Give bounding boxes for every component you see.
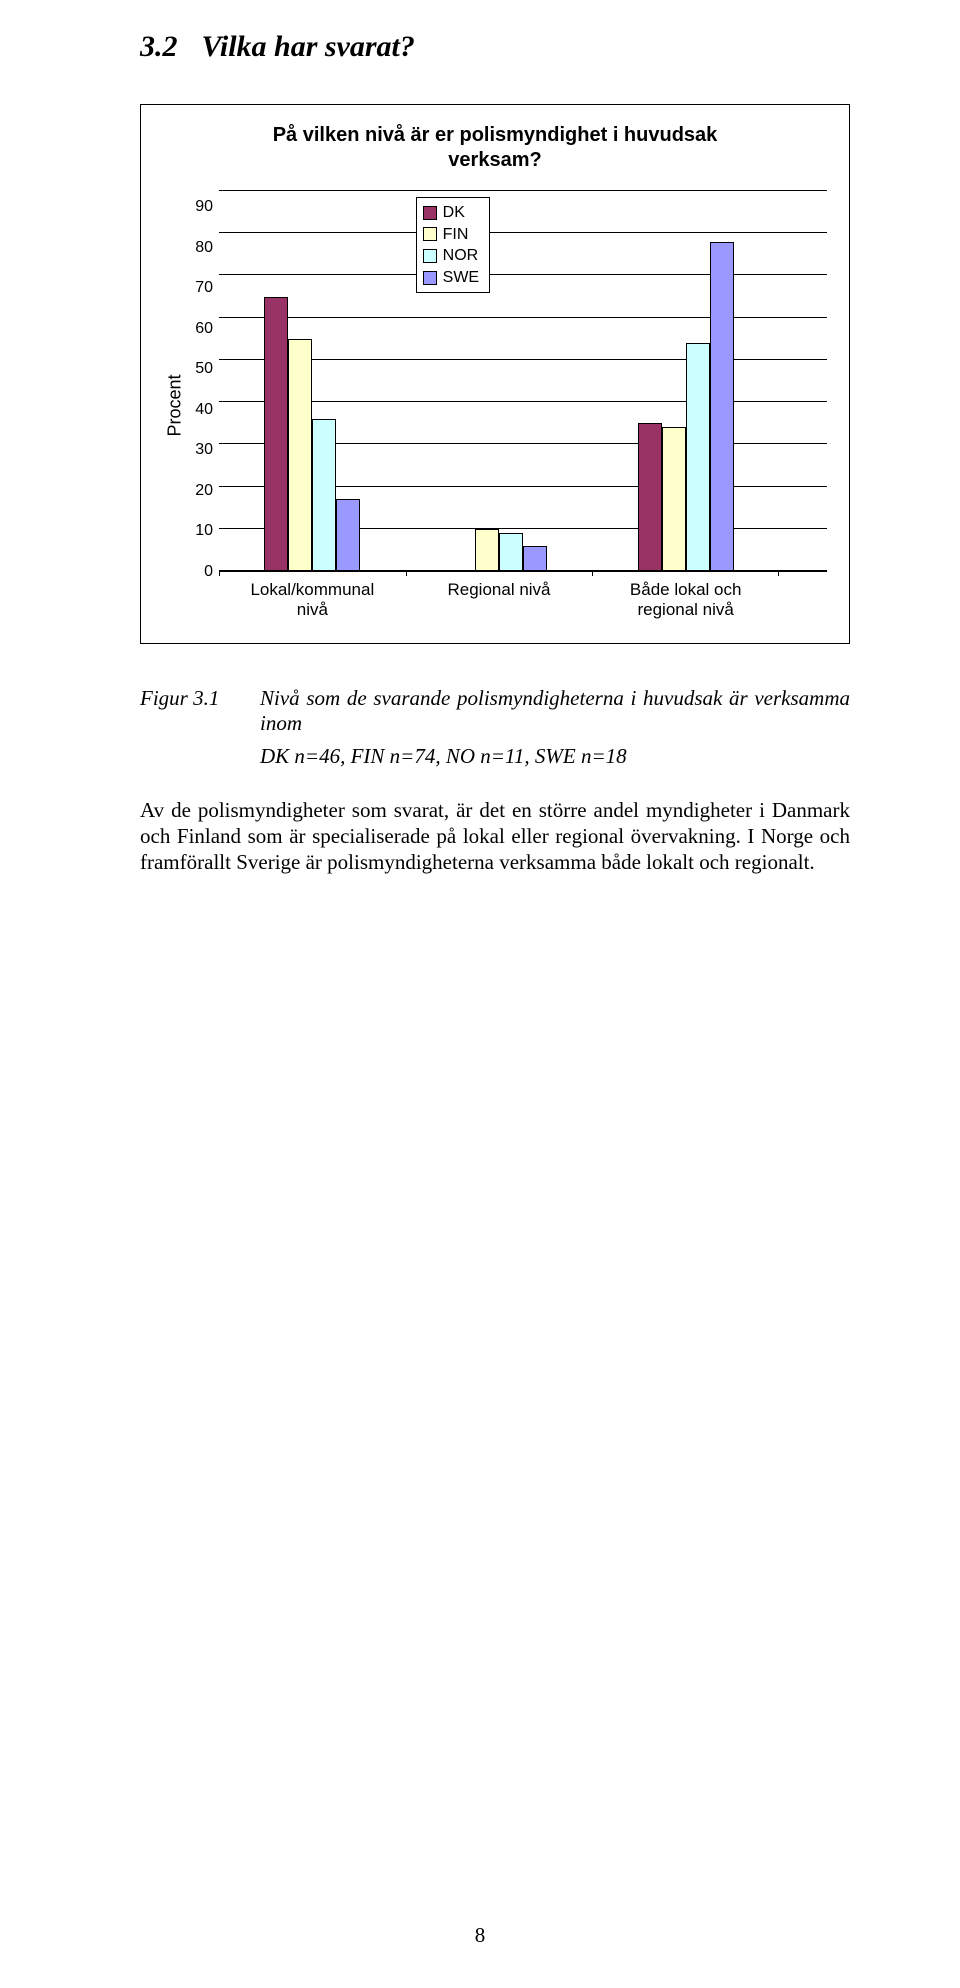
bar [475,529,499,571]
y-tick-label: 20 [187,483,213,499]
x-axis-category-label: Regional nivå [406,580,593,621]
plot-row: 0102030405060708090 DKFINNORSWE [187,191,827,572]
grid-line [219,232,827,233]
bar [662,427,686,571]
plot-column: 0 10 20 30 40 50 60 70 80 90 DKFINNORSWE Lokal/ko… [187,191,827,621]
legend-swatch [423,206,437,220]
body-paragraph: Av de polismyndigheter som svarat, är de… [140,797,850,876]
legend-label: NOR [443,245,479,267]
y-tick-label: 90 [187,199,213,215]
y-tick-label: 60 [187,321,213,337]
bar [264,297,288,571]
y-tick-label: 70 [187,280,213,296]
y-tick-label: 0 [187,564,213,580]
chart-title-line1: På vilken nivå är er polismyndighet i hu… [273,124,718,146]
section-heading: 3.2 Vilka har svarat? [140,30,850,64]
page: 3.2 Vilka har svarat? På vilken nivå är e… [0,0,960,1988]
y-axis-label-wrap: Procent [163,191,187,621]
x-tick-mark [219,571,220,576]
bar [288,339,312,571]
legend-row: SWE [423,267,479,289]
grid-line [219,190,827,191]
x-tick-mark [406,571,407,576]
y-tick-label: 50 [187,361,213,377]
figure-n-line: DK n=46, FIN n=74, NO n=11, SWE n=18 [260,744,850,769]
chart-title: På vilken nivå är er polismyndighet i hu… [163,123,827,173]
section-number: 3.2 [140,30,178,63]
bar [638,423,662,571]
legend-row: NOR [423,245,479,267]
bar [710,242,734,571]
legend-label: FIN [443,224,469,246]
bar [686,343,710,571]
y-tick-label: 30 [187,442,213,458]
y-tick-label: 40 [187,402,213,418]
chart-frame: På vilken nivå är er polismyndighet i hu… [140,104,850,644]
grid-line [219,274,827,275]
y-tick-label: 80 [187,240,213,256]
legend-row: DK [423,202,479,224]
page-number: 8 [0,1923,960,1948]
figure-caption-text: Nivå som de svarande polismyndigheterna … [260,686,850,736]
x-axis-category-label: Både lokal ochregional nivå [592,580,779,621]
chart-title-line2: verksam? [448,149,541,171]
x-tick-mark [592,571,593,576]
section-title: Vilka har svarat? [202,30,415,63]
figure-label: Figur 3.1 [140,686,260,711]
legend-swatch [423,249,437,263]
figure-caption: Figur 3.1 Nivå som de svarande polismynd… [140,686,850,736]
y-axis-label: Procent [165,375,186,437]
plot-area: DKFINNORSWE [219,191,827,572]
chart-body: Procent 0 10 20 30 40 50 60 70 80 90 DKFINNORSWE … [163,191,827,621]
legend-label: DK [443,202,465,224]
legend: DKFINNORSWE [416,197,490,293]
grid-line [219,317,827,318]
bar [523,546,547,571]
legend-row: FIN [423,224,479,246]
x-axis-category-label: Lokal/kommunalnivå [219,580,406,621]
bar [312,419,336,571]
bar [336,499,360,571]
legend-swatch [423,227,437,241]
legend-label: SWE [443,267,479,289]
y-axis-ticks: 0102030405060708090 [187,191,219,572]
x-tick-mark [778,571,779,576]
legend-swatch [423,271,437,285]
y-tick-label: 10 [187,523,213,539]
bar [499,533,523,571]
x-axis-labels: Lokal/kommunalnivåRegional nivåBåde loka… [219,580,779,621]
